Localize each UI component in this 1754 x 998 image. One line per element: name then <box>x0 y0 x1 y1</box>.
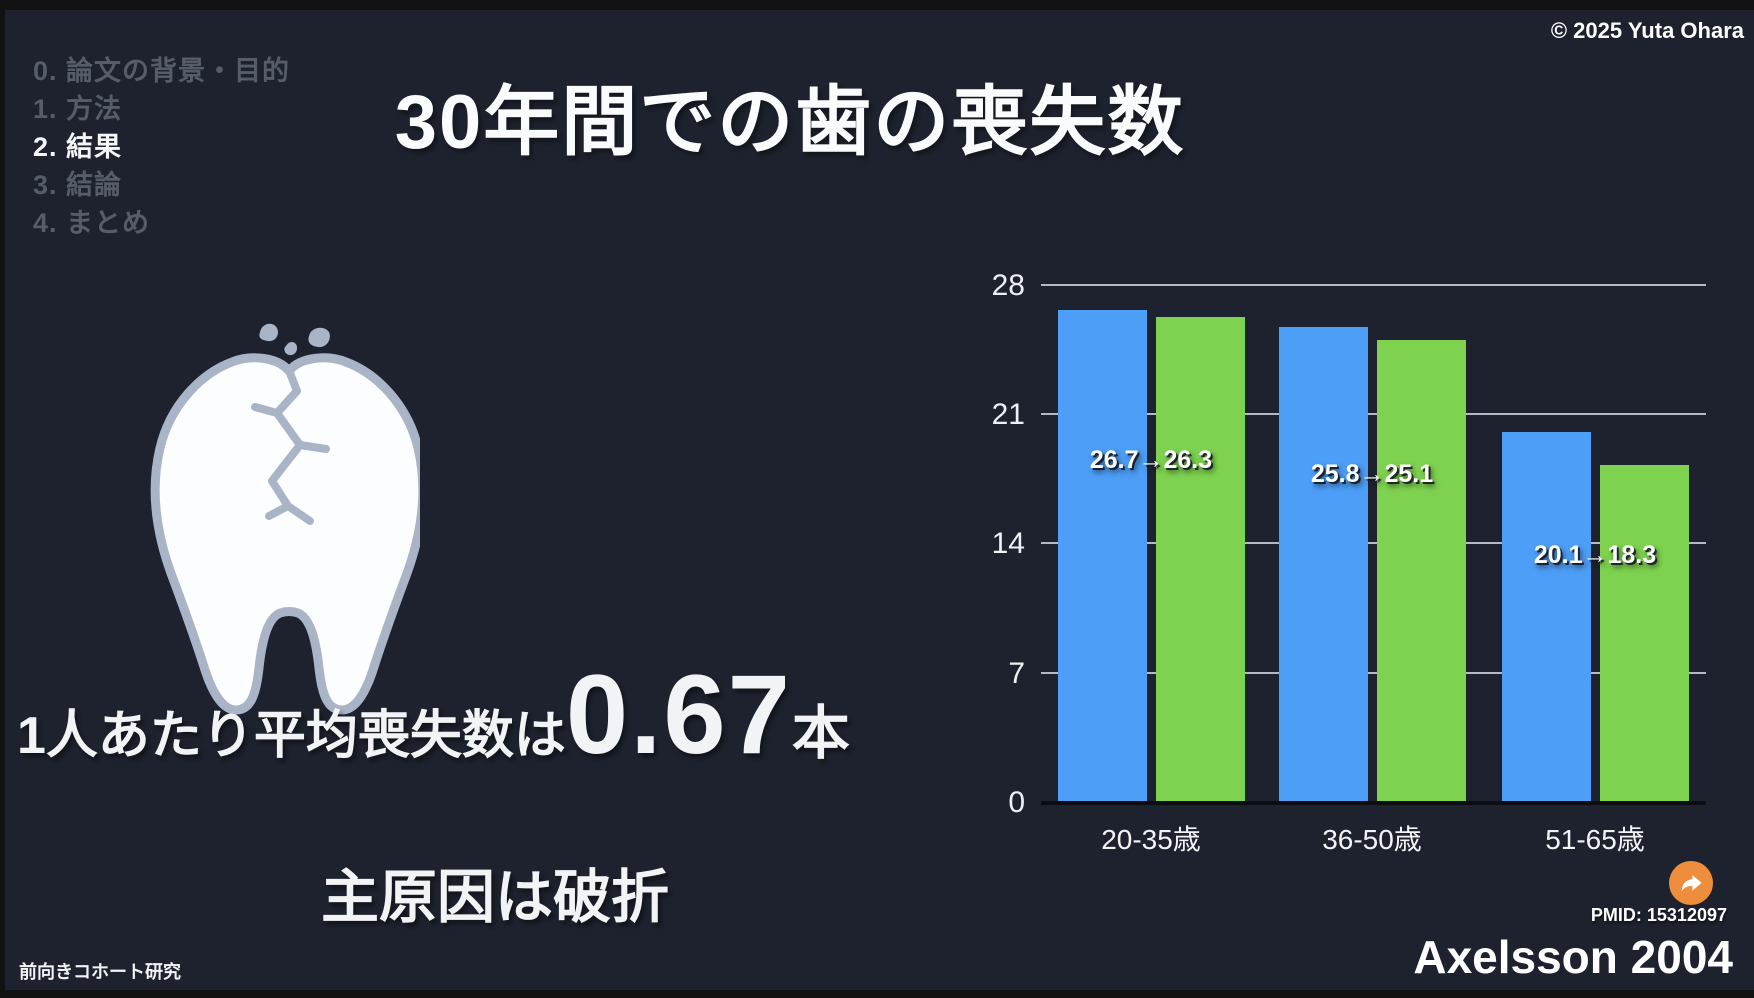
bar-after-30y-green-2 <box>1599 465 1689 803</box>
y-tick-28: 28 <box>991 269 1025 302</box>
copyright: © 2025 Yuta Ohara <box>1550 18 1744 43</box>
x-label-20-35: 20-35歳 <box>1101 824 1201 855</box>
bar-baseline-blue-0 <box>1058 310 1147 803</box>
agenda-item-2: 2. 結果 <box>33 132 123 162</box>
bar-chart: 28 21 14 7 0 26.7→26.3 25.8→25.1 20.1→18… <box>5 10 1754 990</box>
x-label-36-50: 36-50歳 <box>1322 824 1422 855</box>
value-label-group-0: 26.7→26.3 <box>1089 446 1213 474</box>
y-tick-14: 14 <box>991 527 1025 560</box>
stat-unit: 本 <box>791 701 850 766</box>
bar-baseline-blue-2 <box>1501 431 1591 803</box>
bar-baseline-blue-1 <box>1279 326 1368 803</box>
agenda-item-3: 3. 結論 <box>33 170 123 200</box>
share-arrow-icon <box>1681 874 1702 891</box>
slide: 0. 論文の背景・目的 1. 方法 2. 結果 3. 結論 4. まとめ 30年… <box>5 10 1754 990</box>
citation-text: Axelsson 2004 <box>1413 931 1733 983</box>
gridline-7 <box>1041 672 1706 674</box>
bar-after-30y-green-0 <box>1156 317 1245 803</box>
study-type-label: 前向きコホート研究 <box>19 962 181 982</box>
y-tick-21: 21 <box>991 398 1025 431</box>
pmid-text: PMID: 15312097 <box>1590 905 1727 925</box>
x-label-51-65: 51-65歳 <box>1545 824 1645 855</box>
y-tick-7: 7 <box>1008 657 1025 690</box>
stat-value: 0.67 <box>565 652 792 777</box>
agenda: 0. 論文の背景・目的 1. 方法 2. 結果 3. 結論 4. まとめ <box>33 52 290 242</box>
agenda-item-0: 0. 論文の背景・目的 <box>33 56 291 86</box>
bar-after-30y-green-1 <box>1377 339 1466 803</box>
gridline-21 <box>1041 413 1706 415</box>
gridline-28 <box>1041 284 1706 286</box>
main-cause-text: 主原因は破折 <box>320 865 669 930</box>
x-axis-line <box>1041 801 1706 805</box>
share-button[interactable] <box>1669 861 1713 905</box>
gridline-14 <box>1041 542 1706 544</box>
value-label-group-2: 20.1→18.3 <box>1533 541 1657 569</box>
slide-title: 30年間での歯の喪失数 <box>394 80 1186 165</box>
agenda-item-4: 4. まとめ <box>33 208 151 238</box>
y-tick-0: 0 <box>1008 786 1025 819</box>
value-label-group-1: 25.8→25.1 <box>1310 460 1434 488</box>
key-stat: 1人あたり平均喪失数は 0.67 本 <box>17 650 937 779</box>
stat-prefix: 1人あたり平均喪失数は <box>17 707 566 765</box>
agenda-item-1: 1. 方法 <box>33 94 123 124</box>
